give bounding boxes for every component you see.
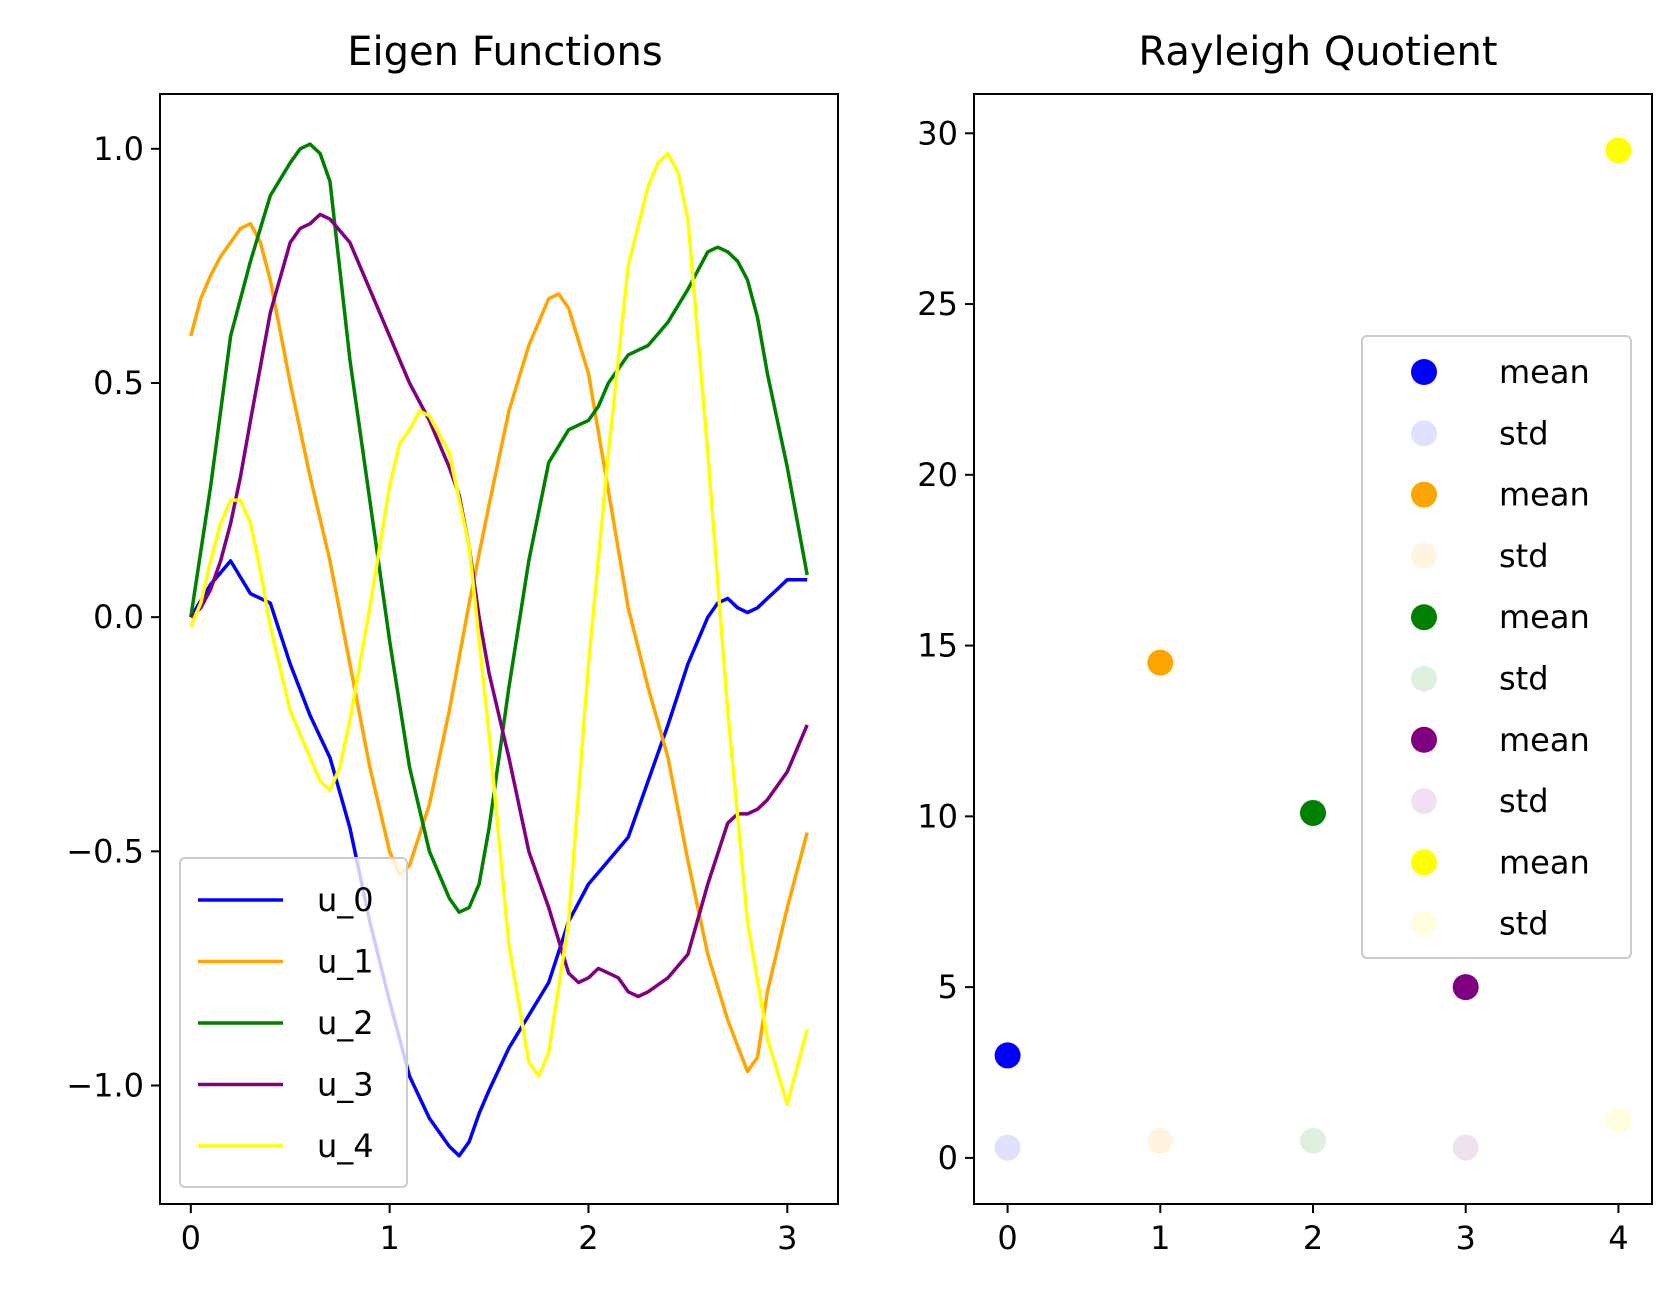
legend-item: std	[1411, 782, 1549, 820]
scatter-point-mean	[1300, 799, 1326, 826]
scatter-point-mean	[994, 1042, 1021, 1069]
legend-item: u_1	[198, 943, 374, 981]
legend: mean std mean std mean std mean std mean std	[1361, 335, 1632, 959]
legend-marker	[1411, 910, 1437, 937]
legend-item: u_0	[198, 881, 374, 919]
y-tick-label: −1.0	[66, 1067, 144, 1105]
legend-marker	[1411, 359, 1437, 385]
scatter-point-std	[994, 1134, 1021, 1161]
legend: u_0 u_1 u_2 u_3 u_4	[179, 857, 408, 1188]
legend-label: std	[1499, 414, 1549, 452]
legend-marker	[1411, 542, 1437, 569]
y-tick-label: 0	[938, 1139, 958, 1177]
x-tick-label: 0	[997, 1219, 1017, 1257]
series-line-u-4	[189, 151, 809, 1106]
x-tick-label: 1	[379, 1219, 399, 1257]
y-tick-label: 1.0	[93, 130, 144, 168]
scatter-point-mean	[1452, 974, 1479, 1001]
scatter-point-std	[1605, 1107, 1632, 1134]
legend-item: mean	[1411, 476, 1590, 514]
legend-marker	[1411, 726, 1437, 753]
series-line-u-3	[189, 212, 809, 999]
legend-label: mean	[1499, 598, 1590, 636]
scatter-point-std	[1147, 1127, 1174, 1154]
x-tick-label: 3	[777, 1219, 797, 1257]
legend-label: u_3	[317, 1066, 374, 1104]
scatter-point-mean	[1605, 137, 1632, 164]
y-tick-label: 0.0	[93, 598, 144, 636]
plot-frame	[159, 93, 839, 1205]
legend-label: std	[1499, 782, 1549, 820]
y-tick-label: 30	[917, 114, 958, 152]
y-tick-label: 10	[917, 797, 958, 835]
x-tick-label: 0	[181, 1219, 201, 1257]
legend-marker	[1411, 849, 1437, 876]
legend-label: u_0	[317, 881, 374, 919]
x-tick-label: 2	[578, 1219, 598, 1257]
series-line-u-0	[189, 559, 808, 1158]
legend-item: mean	[1411, 843, 1590, 881]
legend-item: std	[1411, 660, 1549, 698]
legend-marker	[1411, 420, 1437, 447]
legend-label: std	[1499, 660, 1549, 698]
legend-label: mean	[1499, 476, 1590, 514]
legend-label: std	[1499, 905, 1549, 943]
scatter-point-mean	[1147, 649, 1174, 676]
legend-item: std	[1411, 414, 1549, 452]
legend-label: mean	[1499, 721, 1590, 759]
chart-title: Eigen Functions	[347, 29, 662, 75]
legend-marker	[1411, 481, 1437, 508]
legend-item: std	[1411, 537, 1549, 575]
eigen-functions-chart: Eigen Functions 0 1 2 3 −1.0 −0.5 0.0 0.5 1.0 u_…	[66, 29, 839, 1257]
y-tick-label: 25	[917, 285, 958, 323]
legend-label: mean	[1499, 353, 1590, 391]
legend-box	[1361, 335, 1632, 959]
legend-marker	[1411, 665, 1437, 692]
legend-box	[179, 857, 408, 1188]
legend-item: u_3	[198, 1066, 374, 1104]
y-tick-label: 20	[917, 456, 958, 494]
y-tick-label: 15	[917, 627, 958, 665]
legend-item: mean	[1411, 598, 1590, 636]
legend-item: std	[1411, 905, 1549, 943]
y-tick-label: 0.5	[93, 364, 144, 402]
legend-label: u_1	[317, 943, 374, 981]
legend-marker	[1411, 788, 1437, 815]
chart-title: Rayleigh Quotient	[1138, 29, 1497, 75]
legend-label: u_2	[317, 1004, 374, 1042]
legend-label: u_4	[317, 1127, 374, 1165]
legend-item: u_4	[198, 1127, 374, 1165]
rayleigh-quotient-chart: Rayleigh Quotient 0 1 2 3 4 0 5 10 15 20 25 30 mean…	[917, 29, 1653, 1257]
x-tick-label: 3	[1456, 1219, 1476, 1257]
scatter-point-std	[1300, 1127, 1326, 1154]
x-tick-label: 2	[1303, 1219, 1323, 1257]
legend-item: u_2	[198, 1004, 374, 1042]
y-tick-label: 5	[938, 968, 958, 1006]
legend-item: mean	[1411, 721, 1590, 759]
legend-item: mean	[1411, 353, 1590, 391]
legend-label: std	[1499, 537, 1549, 575]
legend-label: mean	[1499, 843, 1590, 881]
scatter-point-std	[1452, 1134, 1479, 1161]
x-tick-label: 4	[1608, 1219, 1628, 1257]
x-tick-label: 1	[1150, 1219, 1170, 1257]
y-tick-label: −0.5	[66, 832, 144, 870]
series-line-u-2	[189, 142, 809, 914]
legend-marker	[1411, 604, 1437, 631]
series-line-u-1	[189, 221, 809, 1074]
